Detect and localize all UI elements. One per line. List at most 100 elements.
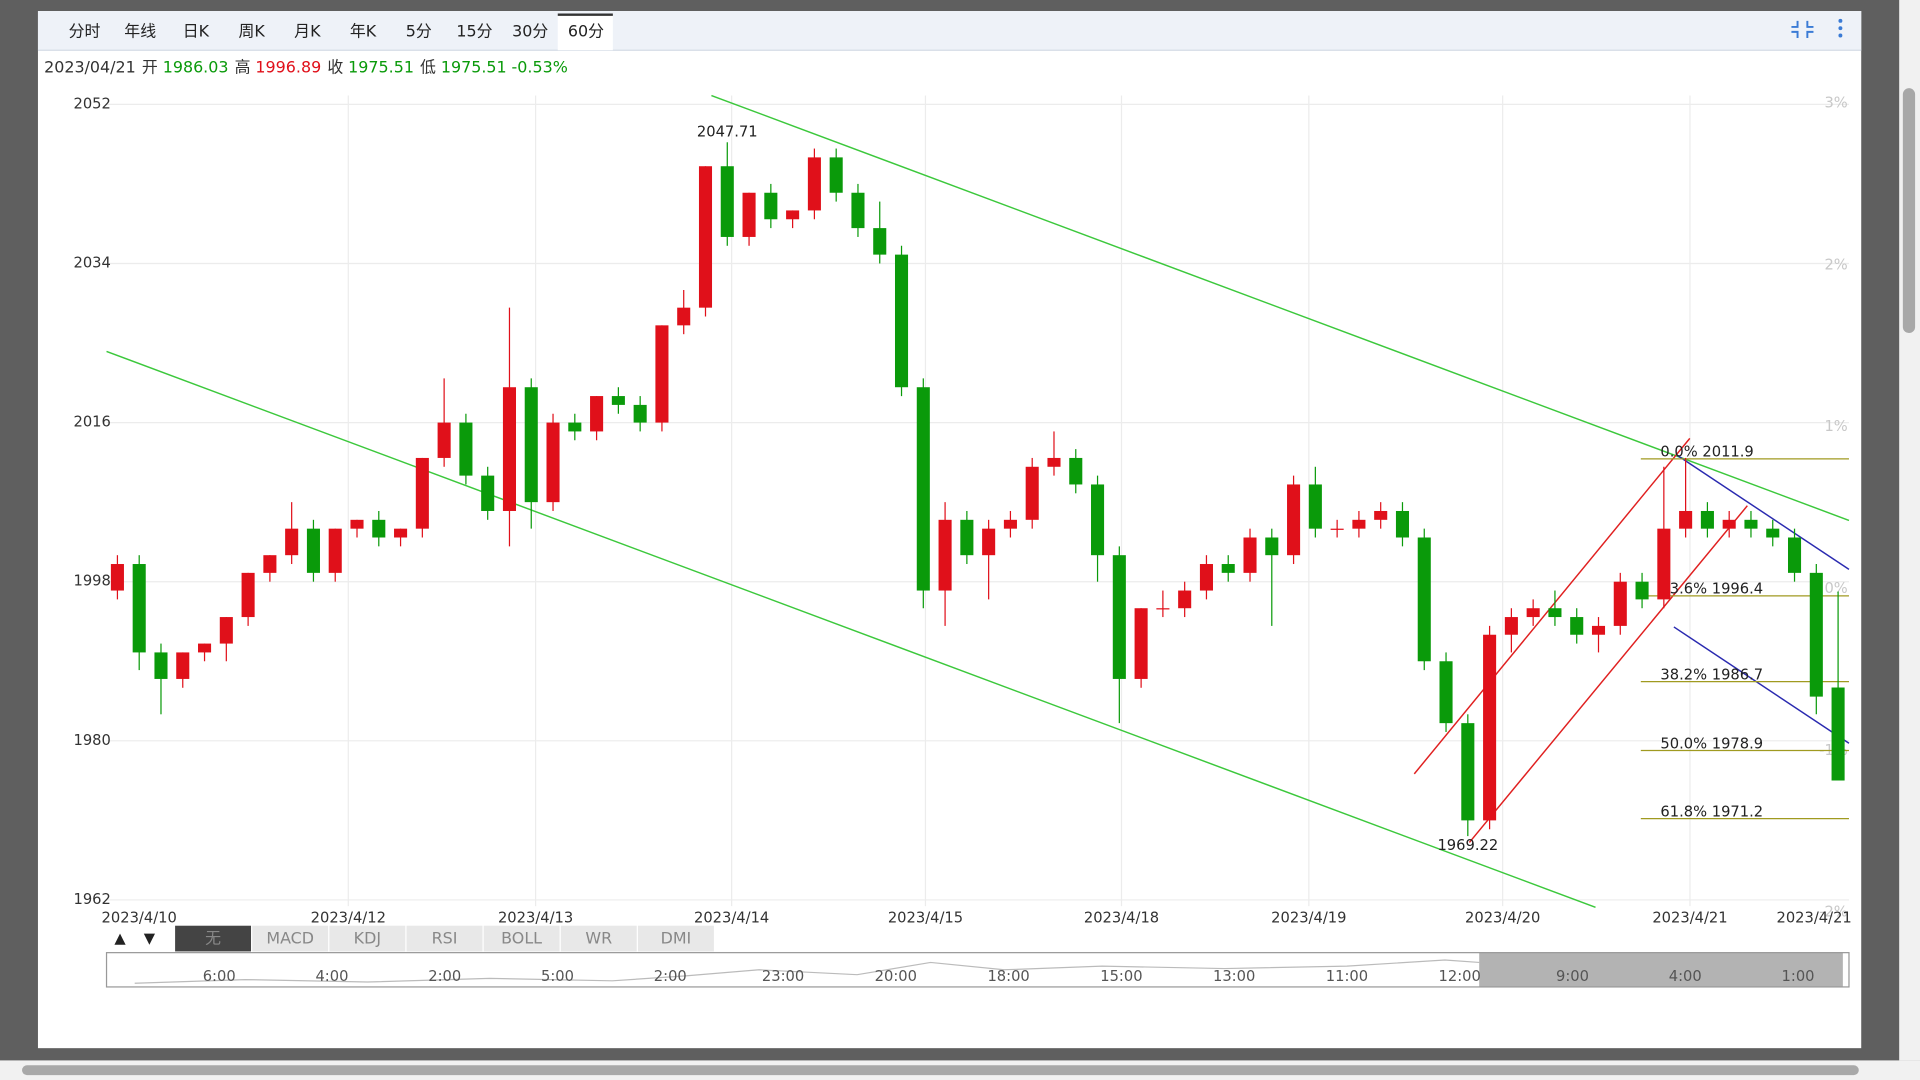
candle-body	[698, 166, 713, 308]
y2-tick-label: 1%	[1824, 418, 1847, 435]
candle-body	[786, 210, 800, 220]
indicator-tab-bg[interactable]	[252, 925, 329, 952]
indicator-tab-bg[interactable]	[637, 925, 714, 952]
candle-body	[546, 422, 560, 503]
tab-bar	[37, 11, 1862, 51]
candle-body	[176, 652, 190, 679]
y2-tick-label: -2%	[1819, 904, 1848, 921]
candle-body	[894, 254, 909, 388]
horizontal-scroll-thumb[interactable]	[22, 1065, 1859, 1076]
candle-body	[263, 555, 277, 573]
candle-body	[829, 157, 843, 193]
quote-label: 高	[235, 57, 251, 76]
indicator-tab-bg[interactable]	[560, 925, 637, 952]
fib-label: 38.2% 1986.7	[1660, 666, 1763, 683]
tab[interactable]: 年线	[124, 21, 156, 40]
indicator-tab[interactable]: RSI	[432, 929, 458, 948]
vertical-scroll-thumb[interactable]	[1902, 88, 1916, 334]
candle-body	[1766, 528, 1780, 538]
high-label: 2047.71	[697, 123, 758, 140]
indicator-tab-bg[interactable]	[483, 925, 560, 952]
candle-body	[1570, 617, 1584, 635]
indicator-tab[interactable]: KDJ	[354, 929, 381, 948]
candle-body	[502, 387, 517, 511]
tab-selected-bg	[557, 14, 613, 51]
candle-body	[1112, 555, 1126, 679]
channel-line-blue-lower	[1673, 626, 1850, 744]
y-tick-label: 2052	[73, 95, 110, 112]
indicator-tab[interactable]: MACD	[266, 929, 314, 948]
navigator-label: 5:00	[541, 968, 574, 985]
tab[interactable]: 年K	[350, 21, 377, 40]
indicator-tab[interactable]: 无	[205, 929, 221, 948]
candle-body	[1700, 510, 1714, 529]
candle-body	[1809, 572, 1823, 697]
candle-body	[960, 519, 974, 556]
tab[interactable]: 日K	[183, 21, 210, 40]
tab[interactable]: 30分	[512, 21, 548, 40]
candle-body	[394, 528, 408, 538]
candle-body	[372, 519, 386, 538]
candle-body	[1330, 528, 1344, 530]
tab[interactable]: 60分	[568, 21, 604, 40]
quote-value: 1975.51	[348, 57, 414, 76]
fib-label: 61.8% 1971.2	[1660, 803, 1763, 820]
scroll-up-button[interactable]: ▲	[114, 930, 126, 947]
candle-body	[1722, 519, 1736, 529]
y-tick-label: 1980	[73, 732, 110, 749]
indicator-tab[interactable]: BOLL	[501, 929, 542, 948]
indicator-tab-bg[interactable]	[329, 925, 406, 952]
candle-body	[481, 475, 495, 511]
candle-body	[459, 422, 473, 476]
candle-body	[1504, 617, 1518, 635]
tab[interactable]: 5分	[406, 21, 432, 40]
candle-body	[350, 519, 364, 529]
tab[interactable]: 15分	[456, 21, 492, 40]
trend-lines	[106, 94, 1850, 909]
tab[interactable]: 月K	[294, 21, 321, 40]
indicator-tab[interactable]: WR	[585, 929, 612, 948]
y2-tick-label: 0%	[1824, 580, 1847, 597]
candle-body	[1591, 625, 1606, 635]
navigator-label: 6:00	[203, 968, 236, 985]
candle-body	[1156, 608, 1170, 610]
candle-body	[982, 528, 996, 556]
candle-body	[742, 192, 756, 237]
x-tick-label: 2023/4/13	[498, 909, 573, 926]
candle-body	[851, 192, 865, 229]
y-tick-label: 2034	[73, 254, 110, 271]
candle-body	[1243, 537, 1257, 573]
candle-body	[132, 564, 146, 653]
candle-body	[720, 166, 734, 237]
candle-body	[437, 422, 451, 458]
tab[interactable]: 分时	[69, 21, 101, 40]
candle-body	[1439, 661, 1453, 724]
quote-label: 开	[142, 57, 158, 76]
scroll-down-button[interactable]: ▼	[144, 930, 156, 947]
tab[interactable]: 周K	[238, 21, 265, 40]
quote-date: 2023/04/21	[44, 57, 136, 76]
indicator-tab-bg[interactable]	[406, 925, 483, 952]
trend-line-upper	[711, 94, 1850, 522]
indicator-tab-bg[interactable]	[175, 925, 252, 952]
candle-body	[1091, 484, 1105, 556]
menu-icon[interactable]	[1838, 18, 1843, 38]
x-tick-label: 2023/4/21	[1652, 909, 1727, 926]
indicator-tab[interactable]: DMI	[661, 929, 692, 948]
fullscreen-icon[interactable]	[1791, 20, 1814, 38]
candle-body	[1221, 564, 1235, 573]
y2-tick-label: 2%	[1824, 256, 1847, 273]
x-tick-label: 2023/4/14	[694, 909, 769, 926]
fib-label: 0.0% 2011.9	[1660, 444, 1753, 461]
candle-body	[1613, 581, 1627, 626]
candle-body	[1178, 590, 1192, 609]
quote-value: 1986.03	[163, 57, 229, 76]
candle-body	[1831, 687, 1845, 781]
y-tick-label: 1962	[73, 891, 110, 908]
candle-body	[1483, 634, 1497, 821]
navigator-label: 12:00	[1439, 968, 1481, 985]
navigator-window[interactable]	[1479, 952, 1843, 987]
candle-body	[1395, 510, 1410, 538]
candle-body	[1003, 519, 1017, 529]
candle-body	[1526, 608, 1540, 618]
